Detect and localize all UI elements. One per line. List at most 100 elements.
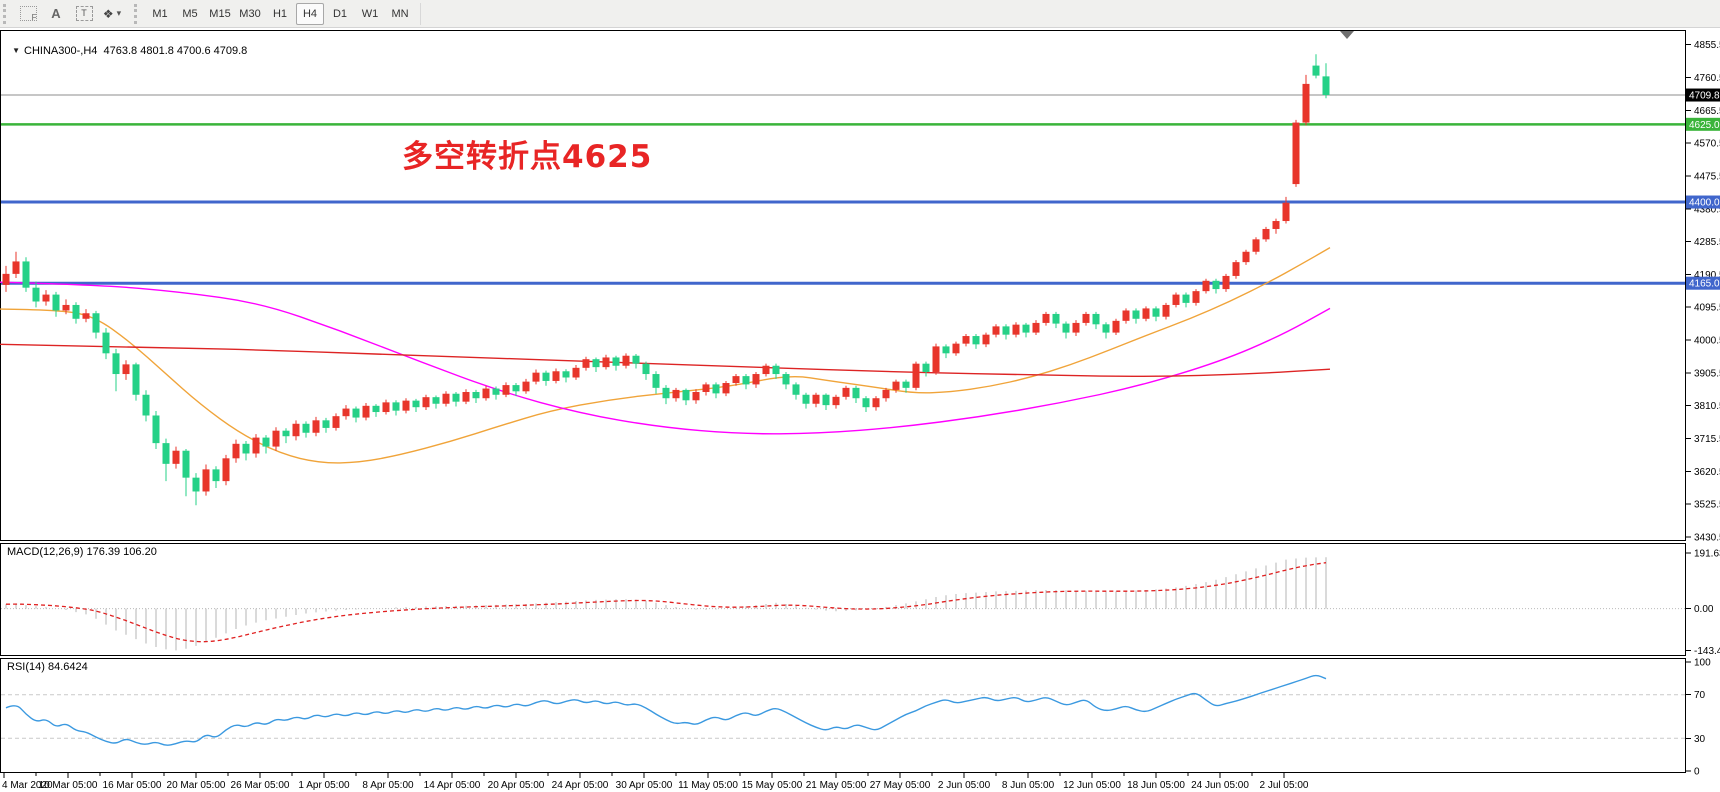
candle-body <box>292 423 300 437</box>
candle-body <box>142 394 150 416</box>
candle-body <box>442 393 450 404</box>
candle-body <box>162 443 170 464</box>
candle-body <box>222 458 230 482</box>
candle-body <box>182 450 190 478</box>
moving-average-fast_orange <box>0 246 1331 464</box>
candle-body <box>212 469 220 482</box>
macd-signal-line <box>5 562 1327 643</box>
candle-body <box>1272 221 1280 229</box>
arrows-tool-icon[interactable]: ❖ ▾ <box>102 6 122 21</box>
price-marker-box <box>1686 195 1720 209</box>
timeframe-button-W1[interactable]: W1 <box>361 7 379 20</box>
candle-body <box>472 391 480 399</box>
timeframe-button-MN[interactable]: MN <box>391 7 409 20</box>
candle-body <box>1292 122 1300 185</box>
price-tick-label: 4760.5 <box>1694 73 1720 84</box>
candle-body <box>1282 202 1290 222</box>
time-axis-label: 4 Mar 2020 <box>2 780 53 791</box>
candle-body <box>1322 76 1330 96</box>
candle-body <box>902 381 910 388</box>
price-tick-label: 4380.5 <box>1694 204 1720 215</box>
candle-body <box>822 394 830 406</box>
macd-tick-label: 0.00 <box>1694 604 1714 615</box>
candle-body <box>722 383 730 394</box>
toolbar-drag-handle[interactable] <box>3 3 10 24</box>
chart-shift-marker-icon[interactable] <box>1340 31 1354 39</box>
symbol-period-label: CHINA300-,H4 <box>24 45 98 57</box>
candle-body <box>462 391 470 402</box>
price-scale[interactable]: 4855.5 4760.5 4665.5 4570.5 4475.5 4380.5 4285… <box>1686 40 1720 778</box>
time-axis-label: 16 Mar 05:00 <box>103 780 162 791</box>
candle-body <box>122 364 130 375</box>
timeframe-button-M30[interactable]: M30 <box>239 7 261 20</box>
candle-body <box>652 374 660 388</box>
candle-body <box>842 387 850 397</box>
price-marker-value: 4625.0 <box>1689 120 1720 131</box>
candle-body <box>352 408 360 418</box>
grid-f-tool-icon[interactable]: F <box>15 2 41 26</box>
toolbar: F A T ❖ ▾ M1 M5 M15 M30 H1 H4 D1 W1 MN <box>0 0 1720 28</box>
collapse-triangle-icon[interactable]: ▼ <box>12 46 21 55</box>
candle-body <box>252 437 260 454</box>
candle-body <box>742 376 750 385</box>
candle-body <box>132 364 140 395</box>
candle-body <box>1002 326 1010 335</box>
timeframe-button-M5[interactable]: M5 <box>182 7 198 20</box>
candle-body <box>552 371 560 381</box>
candle-body <box>1132 310 1140 319</box>
text-tool-icon[interactable]: A <box>51 6 61 21</box>
candle-body <box>362 405 370 418</box>
candle-body <box>712 384 720 394</box>
panel-border <box>0 543 1686 656</box>
candle-body <box>382 402 390 413</box>
candle-body <box>1312 65 1320 76</box>
toolbar-drag-handle[interactable] <box>134 3 141 24</box>
candle-body <box>942 346 950 354</box>
macd-tick-label: -143.44 <box>1694 646 1720 657</box>
candle-body <box>622 355 630 366</box>
time-axis-label: 20 Mar 05:00 <box>167 780 226 791</box>
candle-body <box>1172 294 1180 305</box>
candle-body <box>862 398 870 408</box>
candle-body <box>1302 83 1310 123</box>
timeframe-button-H4[interactable]: H4 <box>296 2 324 25</box>
candle-body <box>272 430 280 447</box>
candle-body <box>1102 324 1110 333</box>
price-tick-label: 3525.5 <box>1694 500 1720 511</box>
candle-body <box>582 359 590 368</box>
price-marker-box <box>1686 117 1720 131</box>
candle-body <box>152 415 160 444</box>
timeframe-button-H1[interactable]: H1 <box>272 7 288 20</box>
candle-body <box>342 408 350 417</box>
panel-border <box>0 30 1686 541</box>
candle-body <box>1192 291 1200 303</box>
label-tool-icon[interactable]: T <box>71 2 97 26</box>
chart-title: ▼ CHINA300-,H4 4763.8 4801.8 4700.6 4709.… <box>6 33 247 57</box>
timeframe-button-M15[interactable]: M15 <box>209 7 231 20</box>
ohlc-values: 4763.8 4801.8 4700.6 4709.8 <box>103 45 248 57</box>
candle-body <box>962 336 970 344</box>
price-tick-label: 4000.5 <box>1694 336 1720 347</box>
candle-body <box>2 273 10 285</box>
candle-body <box>1022 324 1030 333</box>
candle-body <box>1162 304 1170 317</box>
candle-body <box>512 385 520 392</box>
candle-body <box>602 357 610 368</box>
candle-body <box>482 388 490 399</box>
price-tick-label: 4665.5 <box>1694 106 1720 117</box>
price-marker-box <box>1686 276 1720 290</box>
rsi-indicator-label: RSI(14) 84.6424 <box>7 661 88 673</box>
macd-panel <box>1 557 1685 651</box>
price-tick-label: 4475.5 <box>1694 171 1720 182</box>
time-axis-label: 27 May 05:00 <box>870 780 931 791</box>
candle-body <box>852 387 860 399</box>
time-axis-label: 18 Jun 05:00 <box>1127 780 1185 791</box>
candle-body <box>322 420 330 428</box>
moving-average-mid_magenta <box>0 281 1331 435</box>
timeframe-button-D1[interactable]: D1 <box>332 7 348 20</box>
timeframe-button-M1[interactable]: M1 <box>152 7 168 20</box>
candle-body <box>92 313 100 333</box>
candle-body <box>492 388 500 395</box>
